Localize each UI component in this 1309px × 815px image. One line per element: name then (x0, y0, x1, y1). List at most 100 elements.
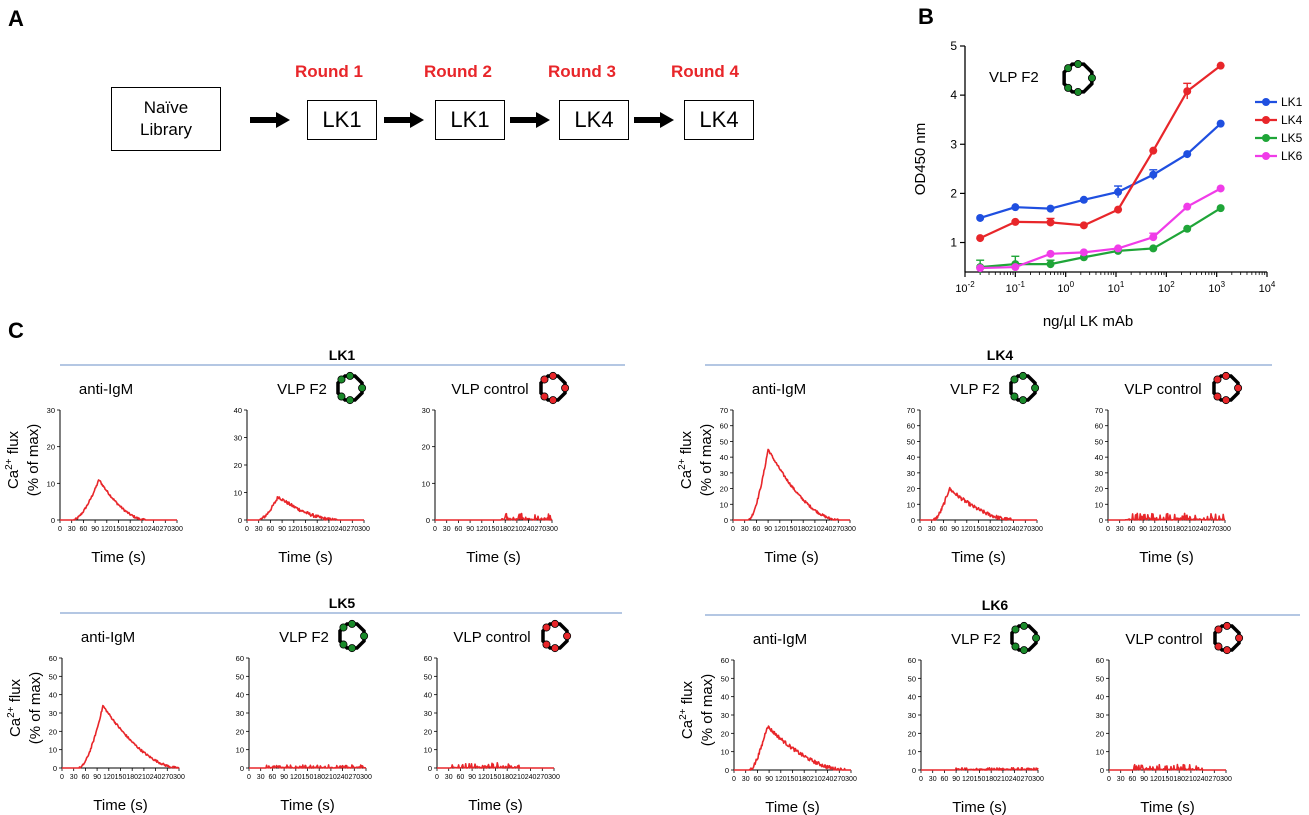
data-point (1183, 202, 1192, 211)
series-line (980, 187, 1222, 270)
vlp-antigen-dot (1032, 633, 1041, 642)
y-tick-label: 50 (721, 674, 729, 683)
y-tick-label: 50 (907, 437, 915, 446)
x-tick-label: 0 (247, 774, 251, 781)
x-tick-label: 60 (82, 774, 90, 781)
x-tick-label: 120 (476, 526, 488, 533)
vlp-antigen-dot (1011, 642, 1020, 651)
x-tick-label: 270 (833, 776, 845, 783)
y-tick-label: 0 (725, 766, 729, 775)
x-tick-label: 210 (997, 776, 1009, 783)
vlp-antigen-dot (1222, 396, 1231, 405)
x-tick-label: 60 (80, 526, 88, 533)
vlp-octagon-icon (336, 371, 367, 405)
calcium-trace (919, 486, 1038, 521)
y-tick-label: 10 (422, 479, 430, 488)
group-title: LK4 (987, 347, 1014, 363)
y-tick-label: 30 (234, 434, 242, 443)
x-tick-label: 150 (302, 774, 314, 781)
x-tick-label: 120 (775, 776, 787, 783)
x-axis-label: Time (s) (765, 799, 819, 815)
x-tick-label: 60 (941, 776, 949, 783)
x-tick-label: 90 (468, 774, 476, 781)
x-tick-label: 270 (161, 774, 173, 781)
data-point (1079, 221, 1088, 230)
plot-title: VLP control (451, 381, 528, 398)
round-4-label: Round 4 (671, 62, 739, 81)
vlp-antigen-dot (347, 619, 356, 628)
y-tick-label: 30 (236, 709, 244, 718)
panel-label-b: B (918, 4, 934, 29)
x-tick-label: 30 (1117, 776, 1125, 783)
y-tick-label: 0 (912, 766, 916, 775)
vlp-antigen-dot (337, 375, 346, 384)
y-axis-label: OD450 nm (912, 123, 929, 196)
x-tick-label: 30 (68, 526, 76, 533)
vlp-antigen-dot (551, 619, 560, 628)
y-tick-label: 50 (236, 672, 244, 681)
x-tick-label: 300 (1032, 776, 1044, 783)
x-axis-label: Time (s) (951, 549, 1005, 566)
x-tick-label: 300 (844, 526, 856, 533)
group-LK4: LK4 Ca2+ flux (% of max) 0 10 20 30 40 50 60 70 0 30… (677, 347, 1272, 566)
y-axis-label-units: (% of max) (27, 672, 44, 745)
y-tick-label: 20 (49, 727, 57, 736)
legend-label: LK1 (1281, 95, 1303, 109)
x-tick-label: 180 (797, 526, 809, 533)
x-tick-label: 104 (1259, 280, 1276, 295)
y-tick-label: 10 (721, 748, 729, 757)
x-tick-label: 60 (455, 526, 463, 533)
y-axis-label: Ca2+ flux (678, 680, 696, 739)
y-tick-label: 30 (721, 711, 729, 720)
legend-marker (1262, 116, 1270, 124)
x-tick-label: 150 (490, 774, 502, 781)
y-tick-label: 0 (53, 764, 57, 773)
x-tick-label: 270 (159, 526, 171, 533)
data-point (1046, 204, 1055, 213)
x-tick-label: 90 (278, 526, 286, 533)
y-tick-label: 10 (49, 746, 57, 755)
vlp-antigen-dot (358, 384, 367, 393)
vlp-antigen-dot (1010, 375, 1019, 384)
x-tick-label: 90 (764, 526, 772, 533)
legend-label: LK5 (1281, 131, 1303, 145)
data-point (1149, 170, 1158, 179)
x-tick-label: 180 (126, 774, 138, 781)
plot-title: VLP F2 (279, 629, 329, 646)
x-tick-label: 180 (798, 776, 810, 783)
data-point (1216, 184, 1225, 193)
x-tick-label: 240 (335, 526, 347, 533)
y-tick-label: 60 (1095, 422, 1103, 431)
x-tick-label: 60 (753, 526, 761, 533)
x-tick-label: 0 (435, 774, 439, 781)
y-tick-label: 40 (908, 693, 916, 702)
panel-label-a: A (8, 6, 24, 31)
x-tick-label: 30 (70, 774, 78, 781)
arrow-right-icon (510, 112, 550, 128)
x-tick-label: 30 (1116, 526, 1124, 533)
x-tick-label: 150 (786, 526, 798, 533)
legend-marker (1262, 134, 1270, 142)
vlp-antigen-dot (1213, 375, 1222, 384)
group-title: LK1 (329, 347, 356, 363)
x-tick-label: 210 (323, 526, 335, 533)
x-tick-label: 300 (171, 526, 183, 533)
x-tick-label: 300 (358, 526, 370, 533)
x-tick-label: 180 (1172, 526, 1184, 533)
arrow-right-icon (634, 112, 674, 128)
x-tick-label: 90 (466, 526, 474, 533)
group-LK6: LK6 Ca2+ flux (% of max) 0 10 20 30 40 50 60 0 30 60… (678, 597, 1300, 815)
y-axis-label-units: (% of max) (698, 424, 715, 497)
x-tick-label: 240 (1197, 776, 1209, 783)
data-point (976, 234, 985, 243)
x-tick-label: 60 (940, 526, 948, 533)
x-tick-label: 300 (1220, 776, 1232, 783)
x-tick-label: 30 (742, 776, 750, 783)
x-tick-label: 150 (787, 776, 799, 783)
x-tick-label: 240 (1008, 526, 1020, 533)
